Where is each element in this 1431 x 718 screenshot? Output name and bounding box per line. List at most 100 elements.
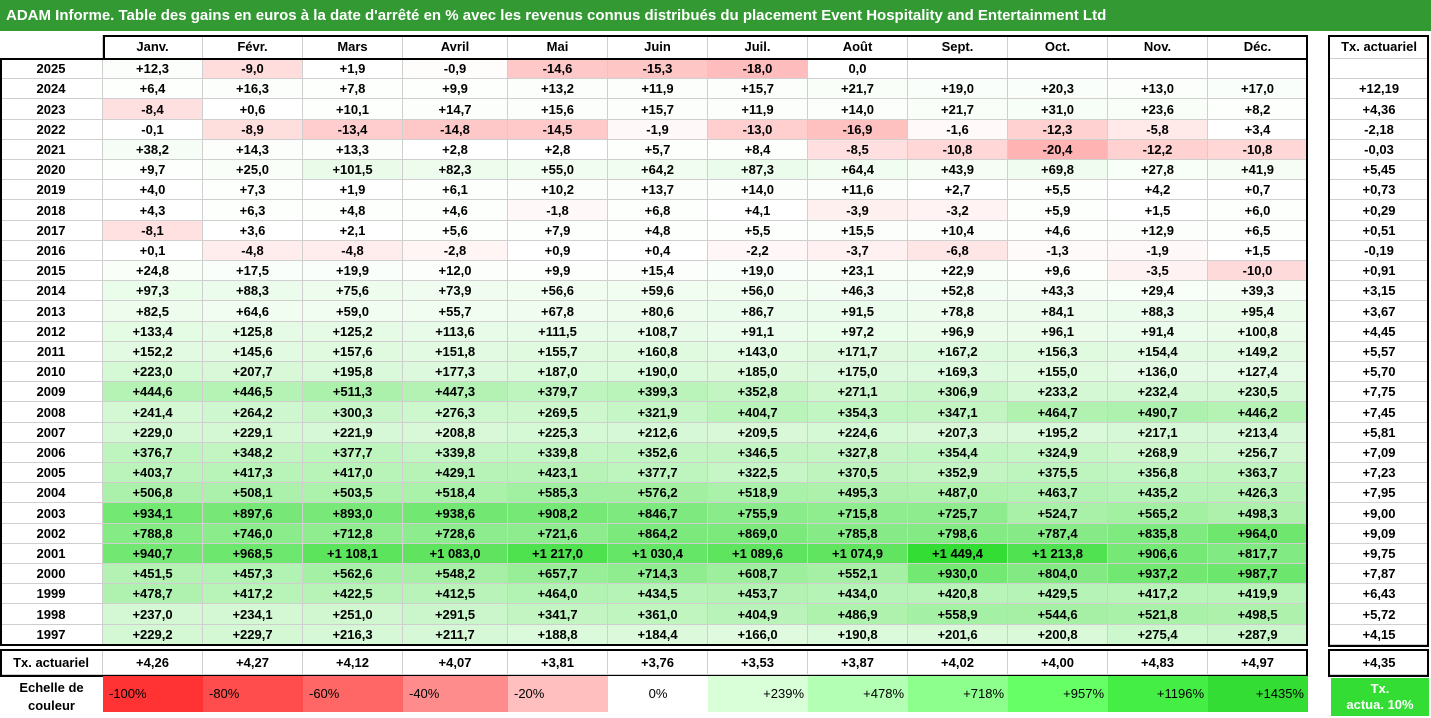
gain-cell: +15,4	[608, 261, 708, 281]
gain-cell: +82,5	[103, 301, 203, 322]
gain-cell: +56,6	[508, 281, 608, 301]
gain-cell: +464,0	[508, 584, 608, 604]
tx-actuariel-cell: +9,00	[1330, 503, 1429, 524]
footer-label: Tx. actuariel	[0, 650, 103, 675]
color-scale-swatch: -100%	[103, 676, 203, 712]
gain-cell: +14,0	[808, 99, 908, 120]
gain-cell: +14,3	[203, 140, 303, 160]
gain-cell: +714,3	[608, 564, 708, 584]
gain-cell: +145,6	[203, 342, 303, 362]
gain-cell: +201,6	[908, 625, 1008, 645]
gain-cell: +1 089,6	[708, 544, 808, 564]
year-cell: 2017	[0, 221, 103, 241]
gain-cell: +108,7	[608, 322, 708, 342]
gain-cell: +209,5	[708, 423, 808, 443]
gain-cell: +576,2	[608, 483, 708, 503]
gain-cell: +43,3	[1008, 281, 1108, 301]
year-cell: 1998	[0, 604, 103, 625]
gain-cell: +75,6	[303, 281, 403, 301]
gain-cell: +136,0	[1108, 362, 1208, 382]
gain-cell: +399,3	[608, 382, 708, 402]
gain-cell: +291,5	[403, 604, 508, 625]
gain-cell: +508,1	[203, 483, 303, 503]
tx-actuariel-header: Tx. actuariel	[1330, 35, 1429, 59]
gain-cell: +423,1	[508, 463, 608, 483]
gain-cell: +934,1	[103, 503, 203, 524]
gain-cell	[1008, 59, 1108, 79]
gain-cell: +59,0	[303, 301, 403, 322]
gain-cell: +352,9	[908, 463, 1008, 483]
color-scale-label: Echelle de couleur	[0, 676, 103, 718]
gain-cell: +5,5	[1008, 180, 1108, 200]
gain-cell: +422,5	[303, 584, 403, 604]
tx-actuariel-cell: +0,51	[1330, 221, 1429, 241]
gain-cell: -16,9	[808, 120, 908, 140]
gain-cell: +435,2	[1108, 483, 1208, 503]
gain-cell: +412,5	[403, 584, 508, 604]
footer-tx-cell: +4,07	[403, 650, 508, 675]
tx-actuariel-cell: +5,45	[1330, 160, 1429, 180]
gain-cell: +6,5	[1208, 221, 1308, 241]
gain-cell: +52,8	[908, 281, 1008, 301]
gain-cell: +2,8	[508, 140, 608, 160]
gain-cell: +16,3	[203, 79, 303, 99]
gain-cell: +87,3	[708, 160, 808, 180]
gain-cell: +167,2	[908, 342, 1008, 362]
gain-cell: +23,1	[808, 261, 908, 281]
page-title: ADAM Informe. Table des gains en euros à…	[0, 0, 1431, 31]
gain-cell: +348,2	[203, 443, 303, 463]
color-scale-swatch: -60%	[303, 676, 403, 712]
color-scale-swatch: +1435%	[1208, 676, 1308, 712]
gain-cell: +12,3	[103, 59, 203, 79]
gain-cell: +964,0	[1208, 524, 1308, 544]
gain-cell: +404,7	[708, 402, 808, 423]
gain-cell	[1108, 59, 1208, 79]
gain-cell: +327,8	[808, 443, 908, 463]
gain-cell: +420,8	[908, 584, 1008, 604]
gain-cell: -2,8	[403, 241, 508, 261]
gain-cell: +143,0	[708, 342, 808, 362]
year-cell: 2016	[0, 241, 103, 261]
gain-cell: +503,5	[303, 483, 403, 503]
month-header: Avril	[403, 35, 508, 59]
gain-cell: +785,8	[808, 524, 908, 544]
tx-actuariel-cell: -0,19	[1330, 241, 1429, 261]
gain-cell: +657,7	[508, 564, 608, 584]
gain-cell: +157,6	[303, 342, 403, 362]
tx-actuariel-cell: +5,57	[1330, 342, 1429, 362]
year-cell: 2008	[0, 402, 103, 423]
gain-cell: +69,8	[1008, 160, 1108, 180]
month-header: Mai	[508, 35, 608, 59]
gain-cell: +403,7	[103, 463, 203, 483]
gain-cell: +97,3	[103, 281, 203, 301]
tx-actuariel-cell: +3,15	[1330, 281, 1429, 301]
gain-cell: +216,3	[303, 625, 403, 645]
gain-cell: +4,8	[608, 221, 708, 241]
gain-cell: +1,5	[1108, 200, 1208, 221]
gain-cell: +354,3	[808, 402, 908, 423]
footer-tx-cell: +4,97	[1208, 650, 1308, 675]
gain-cell: +417,2	[203, 584, 303, 604]
gain-cell: +846,7	[608, 503, 708, 524]
year-cell: 2000	[0, 564, 103, 584]
gain-cell: +987,7	[1208, 564, 1308, 584]
gain-cell: +39,3	[1208, 281, 1308, 301]
gain-cell: +352,6	[608, 443, 708, 463]
month-header: Janv.	[103, 35, 203, 59]
tx-actuariel-cell: +7,09	[1330, 443, 1429, 463]
gain-cell: +486,9	[808, 604, 908, 625]
gain-cell: -20,4	[1008, 140, 1108, 160]
gain-cell: +788,8	[103, 524, 203, 544]
color-scale-swatch: 0%	[608, 676, 708, 712]
gain-cell: +127,4	[1208, 362, 1308, 382]
gain-cell: +798,6	[908, 524, 1008, 544]
gain-cell: +207,3	[908, 423, 1008, 443]
gain-cell: +221,9	[303, 423, 403, 443]
gain-cell: +339,8	[508, 443, 608, 463]
gain-cell: +56,0	[708, 281, 808, 301]
gain-cell: +217,1	[1108, 423, 1208, 443]
gain-cell: +404,9	[708, 604, 808, 625]
gain-cell: -1,9	[608, 120, 708, 140]
footer-tx-cell: +3,87	[808, 650, 908, 675]
gain-cell: +417,0	[303, 463, 403, 483]
